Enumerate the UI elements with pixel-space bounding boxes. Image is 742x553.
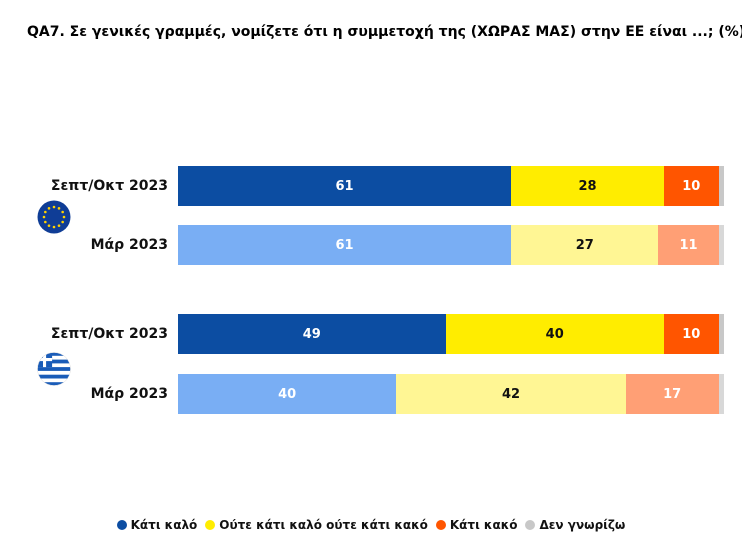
legend-dot-icon [116, 520, 127, 530]
eu-star [42, 215, 46, 219]
bar-segment: 61 [178, 166, 512, 206]
data-label: 28 [578, 178, 597, 194]
eu-star [61, 220, 64, 224]
row-label: Σεπτ/Οκτ 2023 [50, 178, 168, 194]
stacked-bar: 61 28 10 [178, 166, 724, 206]
legend-item: Δεν γνωρίζω [525, 518, 625, 532]
eu-star [57, 207, 61, 210]
bar-segment: 10 [663, 314, 719, 354]
bar-segment: 28 [511, 166, 664, 206]
bar-segment [718, 166, 724, 206]
bar-segment: 49 [178, 314, 446, 354]
bar-segment: 10 [663, 166, 719, 206]
chart-legend: Κάτι καλό Ούτε κάτι καλό ούτε κάτι κακό Κά… [0, 518, 742, 532]
row-label: Σεπτ/Οκτ 2023 [50, 326, 168, 342]
legend-dot-icon [435, 520, 446, 530]
row-label: Μάρ 2023 [90, 237, 168, 253]
data-label: 10 [682, 326, 701, 342]
eu-star [44, 220, 47, 224]
legend-dot-icon [525, 520, 536, 530]
eu-star [61, 210, 64, 214]
data-label: 49 [302, 326, 321, 342]
legend-label: Δεν γνωρίζω [539, 518, 626, 532]
stacked-bar: 49 40 10 [178, 314, 724, 354]
bar-segment [718, 374, 724, 414]
data-label: 11 [679, 237, 698, 253]
eu-star [52, 205, 56, 209]
stacked-bar: 61 27 11 [178, 225, 724, 265]
data-label: 42 [502, 386, 521, 402]
legend-label: Κάτι κακό [449, 518, 518, 532]
bar-segment [718, 314, 724, 354]
bar-segment: 61 [178, 225, 512, 265]
chart-title: QA7. Σε γενικές γραμμές, νομίζετε ότι η … [27, 24, 742, 40]
stacked-bar: 40 42 17 [178, 374, 724, 414]
data-label: 40 [545, 326, 564, 342]
bar-segment: 40 [445, 314, 664, 354]
legend-label: Ούτε κάτι καλό ούτε κάτι κακό [219, 518, 428, 532]
bar-segment: 17 [625, 374, 719, 414]
eu-star [44, 210, 47, 214]
legend-dot-icon [205, 520, 216, 530]
data-label: 40 [278, 386, 297, 402]
data-label: 61 [335, 237, 354, 253]
greece-flag-icon [37, 352, 71, 386]
data-label: 10 [682, 178, 701, 194]
data-label: 17 [663, 386, 682, 402]
bar-segment: 11 [658, 225, 719, 265]
data-label: 27 [575, 237, 594, 253]
data-label: 61 [335, 178, 354, 194]
legend-item: Ούτε κάτι καλό ούτε κάτι κακό [205, 518, 428, 532]
bar-segment: 42 [396, 374, 626, 414]
legend-item: Κάτι καλό [116, 518, 198, 532]
eu-star [57, 224, 61, 227]
eu-star [47, 207, 51, 210]
legend-item: Κάτι κακό [435, 518, 518, 532]
eu-star [52, 225, 56, 229]
legend-label: Κάτι καλό [130, 518, 198, 532]
eu-star [47, 224, 51, 227]
eu-star [62, 215, 66, 219]
bar-segment: 40 [178, 374, 397, 414]
bar-segment: 27 [511, 225, 659, 265]
row-label: Μάρ 2023 [90, 386, 168, 402]
bar-segment [718, 225, 724, 265]
eu-flag-icon [37, 200, 71, 234]
